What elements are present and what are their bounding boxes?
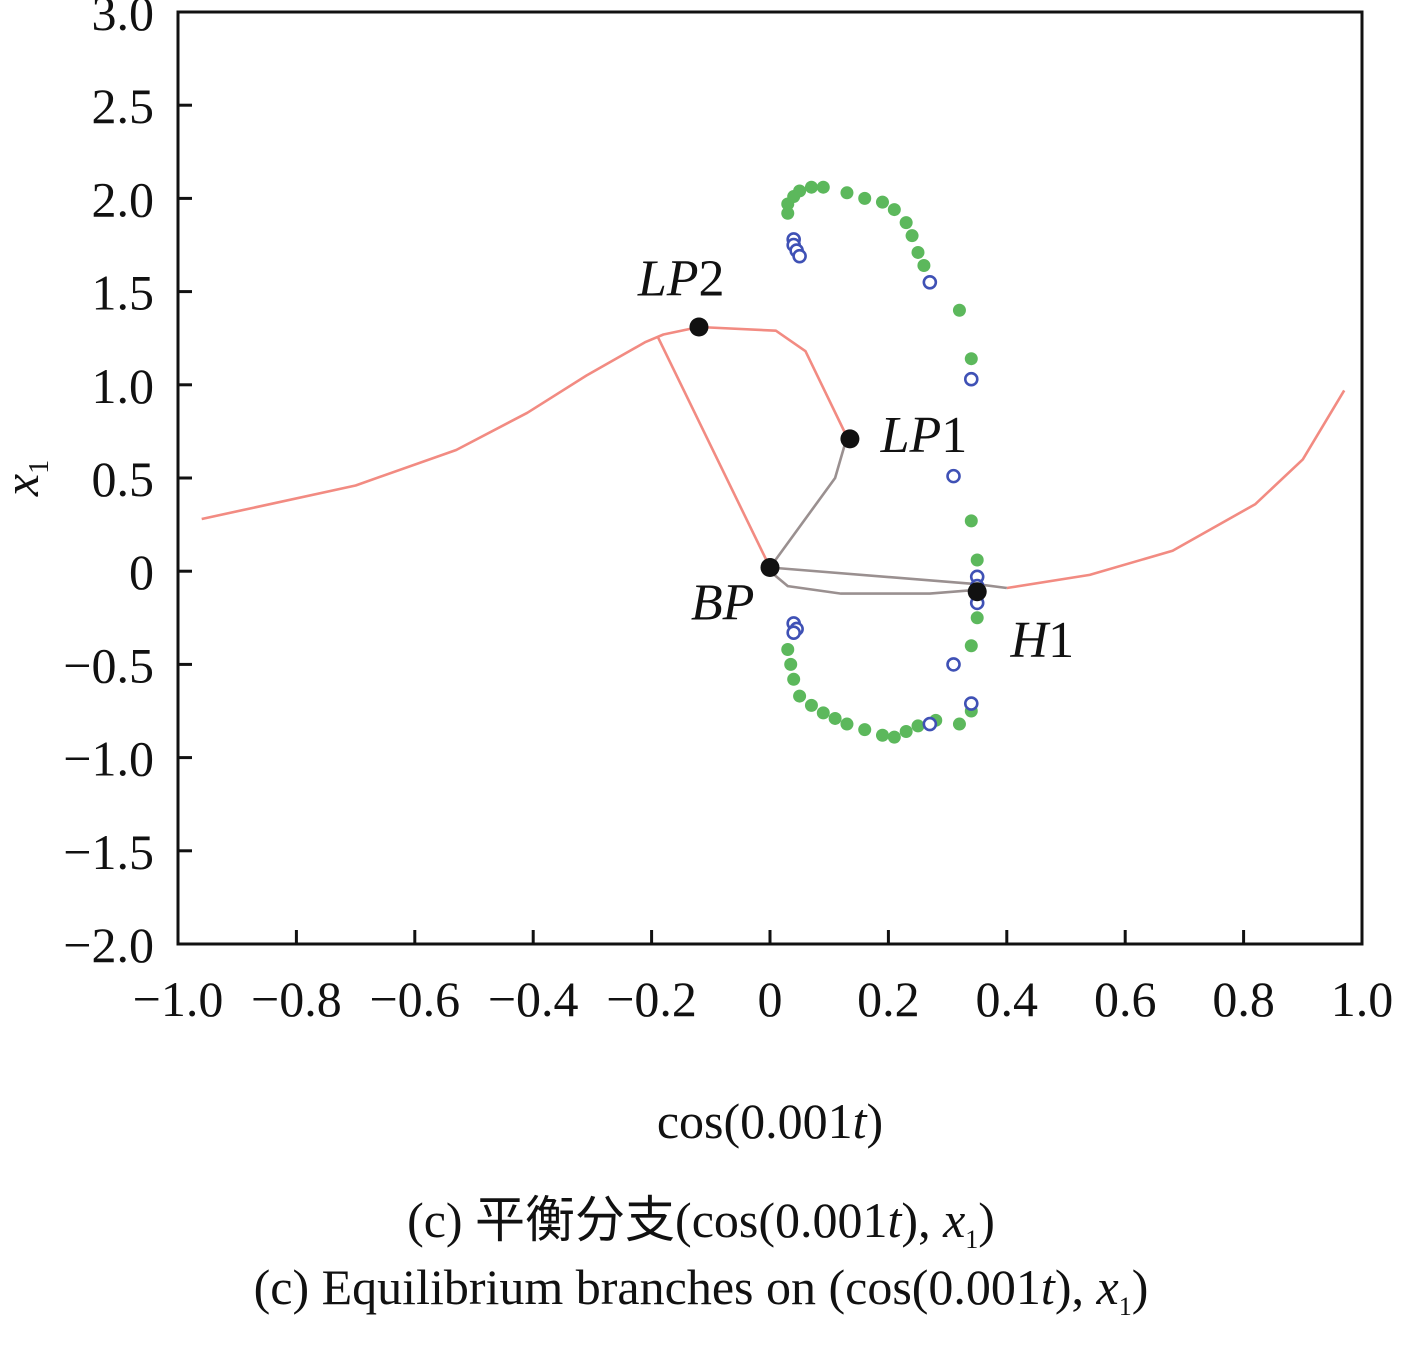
stable-point [804,180,818,194]
caption-zh-sub: 1 [965,1225,979,1254]
y-tick-label: −0.5 [63,637,154,693]
stable-point [970,611,984,625]
caption-en-sub: 1 [1118,1292,1132,1321]
stable-point [875,728,889,742]
stable-point [858,723,872,737]
x-axis-label: cos(0.001t) [657,1093,883,1149]
stable-point [793,689,807,703]
point-annotations: LP2 LP1 BP H1 [637,250,1074,669]
stable-point [911,245,925,259]
y-tick-label: 1.0 [92,358,155,414]
caption-zh-prefix: (c) 平衡分支(cos(0.001 [407,1192,888,1248]
stable-point [899,216,913,230]
stable-point [793,184,807,198]
y-tick-label: −2.0 [63,917,154,973]
stable-point [911,719,925,733]
y-tick-label: 2.0 [92,171,155,227]
caption-zh-t: t [887,1192,902,1248]
plot-area [178,180,1346,946]
caption-en-suffix: ) [1131,1259,1149,1315]
stable-point [781,642,795,656]
x-tick-label: −0.4 [488,971,579,1027]
special-point [967,582,987,602]
branch-line [768,436,849,569]
x-tick-label: −0.8 [251,971,342,1027]
y-tick-label: 2.5 [92,78,155,134]
y-axis-label: x1 [0,460,55,497]
stable-point [952,717,966,731]
stable-point [970,553,984,567]
stable-point [784,657,798,671]
caption-en-x: x [1096,1259,1119,1315]
y-tick-label: 0 [129,544,154,600]
unstable-point [792,248,807,264]
x-tick-label: 0.6 [1094,971,1157,1027]
stable-point [917,259,931,273]
unstable-point [963,371,979,387]
x-tick-label: 0.2 [857,971,920,1027]
branch-line [201,325,849,521]
caption-en-prefix: (c) Equilibrium branches on (cos(0.001 [253,1259,1041,1315]
x-tick-label: −0.6 [369,971,460,1027]
branch-line [1006,389,1346,590]
branch-line [769,570,978,595]
stable-point [887,203,901,217]
caption-en: (c) Equilibrium branches on (cos(0.001t)… [0,1258,1402,1322]
stable-point [840,717,854,731]
y-tick-label: −1.0 [63,731,154,787]
y-tick-label: 0.5 [92,451,155,507]
stable-point [905,229,919,243]
unstable-point [963,696,979,711]
x-tick-label: 0.8 [1212,971,1275,1027]
stable-point [816,180,830,194]
caption-zh-mid: ), [901,1192,944,1248]
stable-point [899,725,913,739]
stable-point [828,711,842,725]
stable-point [781,206,795,220]
point-label: BP [691,575,755,632]
stable-point [964,639,978,653]
caption-zh-x: x [943,1192,966,1248]
unstable-point [946,657,961,672]
stable-point [952,303,966,317]
branch-line [656,335,772,569]
axis-ticks: −1.0 −0.8 −0.6 −0.4 −0.2 0 0.2 0.4 0.6 0.8 1.0 3.0 2… [63,0,1393,1027]
caption-en-mid: ), [1054,1259,1097,1315]
y-tick-label: −1.5 [63,824,154,880]
unstable-point [922,716,938,732]
special-point [689,317,709,337]
x-tick-label: 1.0 [1331,971,1394,1027]
plot-frame [176,10,1364,946]
point-label: LP1 [880,407,968,464]
stable-point [887,730,901,744]
point-label: LP2 [637,250,725,307]
unstable-point [922,274,938,290]
special-point [840,429,860,449]
special-point [760,557,780,577]
stable-point [840,186,854,200]
caption-zh: (c) 平衡分支(cos(0.001t), x1) [0,1180,1402,1255]
stable-point [816,706,830,720]
stable-point [787,672,801,686]
stable-point [964,514,978,528]
unstable-point [786,625,801,641]
x-tick-label: 0.4 [976,971,1039,1027]
y-tick-label: 3.0 [92,0,155,41]
stable-point [804,698,818,712]
caption-zh-suffix: ) [978,1192,995,1248]
x-tick-label: 0 [758,971,783,1027]
stable-point [964,352,978,366]
y-tick-label: 1.5 [92,265,155,321]
stable-point [858,191,872,205]
caption-en-t: t [1040,1259,1055,1315]
stable-point [875,195,889,209]
x-tick-label: −1.0 [133,971,224,1027]
point-label: H1 [1010,612,1075,669]
unstable-point [946,468,961,484]
x-tick-label: −0.2 [606,971,697,1027]
